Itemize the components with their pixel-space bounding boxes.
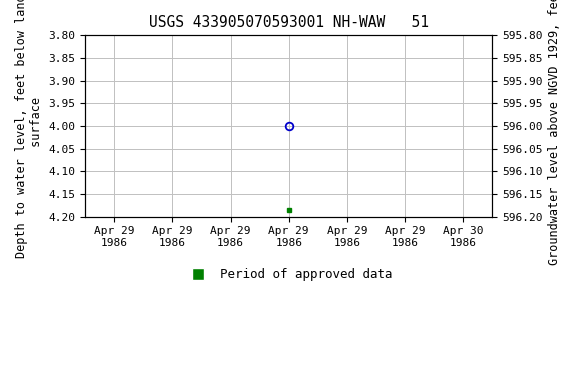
Title: USGS 433905070593001 NH-WAW   51: USGS 433905070593001 NH-WAW 51 — [149, 15, 429, 30]
Y-axis label: Groundwater level above NGVD 1929, feet: Groundwater level above NGVD 1929, feet — [548, 0, 561, 265]
Y-axis label: Depth to water level, feet below land
 surface: Depth to water level, feet below land su… — [15, 0, 43, 258]
Legend: Period of approved data: Period of approved data — [180, 263, 397, 286]
